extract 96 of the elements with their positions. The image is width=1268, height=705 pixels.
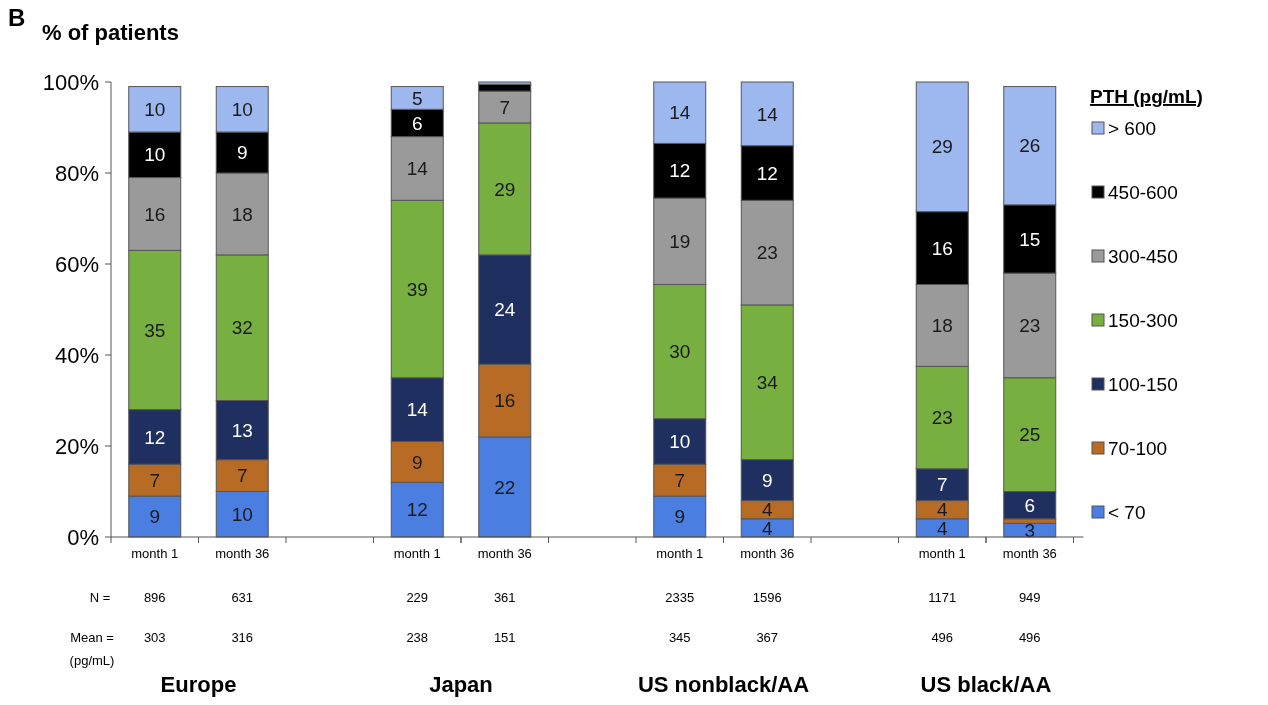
data-label: 10 (231, 98, 253, 120)
text: 238 (406, 630, 429, 645)
text: 2335 (665, 590, 695, 605)
data-label: 23 (931, 407, 953, 429)
data-label: 15 (1019, 228, 1041, 250)
data-label: 7 (499, 96, 511, 118)
data-label: 7 (936, 474, 948, 496)
text: 496 (1018, 630, 1041, 645)
data-label: 25 (1019, 424, 1041, 446)
data-label: 12 (144, 426, 166, 448)
data-label: 12 (669, 160, 691, 182)
text: N = (89, 590, 111, 605)
x-tick-label: month 1 (656, 546, 704, 561)
data-label: 12 (406, 499, 428, 521)
text: 631 (231, 590, 254, 605)
data-label: 16 (931, 237, 953, 259)
data-label: 18 (231, 203, 253, 225)
text: 316 (231, 630, 254, 645)
data-label: 6 (411, 112, 423, 134)
text: 151 (493, 630, 516, 645)
data-label: 10 (144, 98, 166, 120)
data-label: 14 (406, 158, 429, 180)
text: B (8, 4, 26, 31)
x-tick-label: month 1 (918, 546, 966, 561)
data-label: 16 (144, 203, 166, 225)
text: Europe (160, 672, 237, 697)
legend-label: 100-150 (1108, 373, 1178, 395)
data-label: 22 (494, 476, 516, 498)
data-label: 29 (931, 136, 953, 158)
data-label: 10 (144, 144, 166, 166)
data-label: 34 (756, 371, 779, 393)
text: US black/AA (920, 672, 1052, 697)
data-label: 6 (1024, 494, 1036, 516)
text: 367 (756, 630, 779, 645)
data-label: 35 (144, 319, 166, 341)
x-tick-label: month 36 (215, 546, 270, 561)
x-tick-label: month 36 (477, 546, 532, 561)
y-axis-title: % of patients (42, 20, 179, 45)
text: (pg/mL) (69, 653, 115, 668)
data-label: 10 (669, 431, 691, 453)
data-label: 7 (149, 469, 161, 491)
data-label: 9 (674, 506, 686, 528)
text: 1171 (928, 590, 957, 605)
data-label: 3 (1024, 519, 1036, 541)
data-label: 7 (674, 469, 686, 491)
text: 496 (931, 630, 954, 645)
data-label: 14 (669, 102, 691, 124)
data-label: 23 (756, 242, 778, 264)
y-tick-label: 80% (54, 160, 99, 186)
data-label: 32 (231, 317, 253, 339)
legend-label: 450-600 (1108, 181, 1178, 203)
x-tick-label: month 36 (1002, 546, 1057, 561)
data-label: 7 (236, 465, 248, 487)
y-tick-label: 0% (67, 524, 99, 550)
text: 1596 (752, 590, 782, 605)
text: Japan (429, 672, 493, 697)
data-label: 18 (931, 315, 953, 337)
legend-label: 150-300 (1108, 309, 1178, 331)
data-label: 23 (1019, 315, 1041, 337)
y-tick-label: 100% (42, 69, 99, 95)
data-label: 14 (406, 399, 429, 421)
data-label: 9 (236, 142, 248, 164)
data-label: 29 (494, 178, 516, 200)
x-tick-label: month 1 (393, 546, 441, 561)
text: 303 (143, 630, 166, 645)
legend-label: < 70 (1108, 501, 1146, 523)
legend-title: PTH (pg/mL) (1090, 86, 1203, 107)
data-label: 30 (669, 341, 691, 363)
y-tick-label: 60% (54, 251, 99, 277)
y-tick-label: 20% (54, 433, 99, 459)
data-label: 10 (231, 503, 253, 525)
text: 345 (668, 630, 691, 645)
data-label: 39 (406, 278, 428, 300)
data-label: 5 (411, 87, 423, 109)
data-label: 14 (756, 103, 779, 125)
x-tick-label: month 36 (740, 546, 795, 561)
data-label: 16 (494, 390, 516, 412)
data-label: 12 (756, 162, 778, 184)
data-label: 9 (411, 451, 423, 473)
data-label: 26 (1019, 135, 1041, 157)
text: 896 (143, 590, 166, 605)
data-label: 13 (231, 419, 253, 441)
y-tick-label: 40% (54, 342, 99, 368)
x-tick-label: month 1 (131, 546, 179, 561)
text: 361 (493, 590, 516, 605)
legend-label: 300-450 (1108, 245, 1178, 267)
data-label: 24 (494, 299, 516, 321)
data-label: 9 (761, 469, 773, 491)
data-label: 9 (149, 506, 161, 528)
legend-label: > 600 (1108, 117, 1157, 139)
text: 229 (406, 590, 429, 605)
legend-label: 70-100 (1108, 437, 1168, 459)
text: US nonblack/AA (637, 672, 810, 697)
text: 949 (1018, 590, 1041, 605)
data-label: 19 (669, 230, 691, 252)
text: Mean = (70, 630, 114, 645)
